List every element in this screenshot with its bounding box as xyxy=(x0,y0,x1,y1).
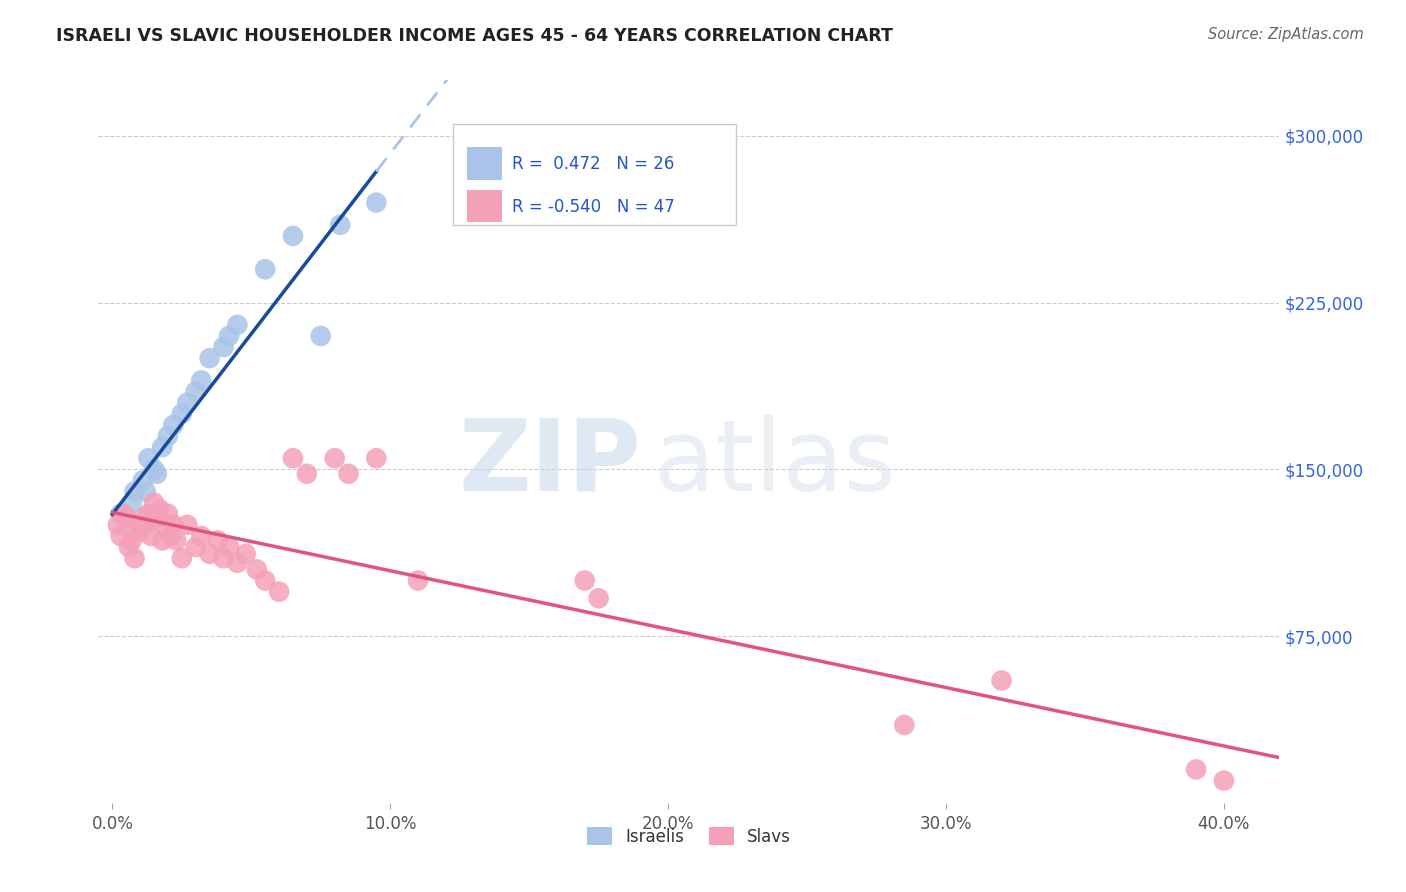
Point xyxy=(212,551,235,566)
Point xyxy=(170,551,193,566)
Point xyxy=(118,540,141,554)
Point xyxy=(165,533,187,548)
Text: R =  0.472   N = 26: R = 0.472 N = 26 xyxy=(512,155,673,173)
Point xyxy=(246,562,269,576)
Point xyxy=(146,467,169,481)
Point xyxy=(235,547,257,561)
Point xyxy=(366,451,388,466)
FancyBboxPatch shape xyxy=(467,190,502,222)
Point xyxy=(153,517,176,532)
Point xyxy=(124,551,146,566)
Point xyxy=(226,556,249,570)
Point xyxy=(170,407,193,421)
Point xyxy=(129,517,152,532)
Point xyxy=(226,318,249,332)
Point xyxy=(176,395,198,409)
Point xyxy=(132,474,155,488)
Point xyxy=(323,451,346,466)
Text: atlas: atlas xyxy=(654,415,896,512)
Text: ISRAELI VS SLAVIC HOUSEHOLDER INCOME AGES 45 - 64 YEARS CORRELATION CHART: ISRAELI VS SLAVIC HOUSEHOLDER INCOME AGE… xyxy=(56,27,893,45)
Point xyxy=(212,340,235,354)
Text: Source: ZipAtlas.com: Source: ZipAtlas.com xyxy=(1208,27,1364,42)
Text: ZIP: ZIP xyxy=(458,415,641,512)
Point xyxy=(143,462,166,476)
Point xyxy=(135,517,157,532)
Point xyxy=(198,547,221,561)
Point xyxy=(218,329,240,343)
Point xyxy=(141,529,163,543)
Point xyxy=(110,529,132,543)
Point xyxy=(198,351,221,366)
Point xyxy=(329,218,352,232)
Point xyxy=(295,467,318,481)
Point xyxy=(135,484,157,499)
Point xyxy=(162,417,184,432)
Point xyxy=(132,511,155,525)
Point xyxy=(112,507,135,521)
Point xyxy=(121,533,143,548)
Legend: Israelis, Slavs: Israelis, Slavs xyxy=(581,821,797,852)
Point xyxy=(107,517,129,532)
Point xyxy=(1212,773,1234,788)
Point xyxy=(254,574,277,588)
Point xyxy=(281,228,304,243)
Point xyxy=(337,467,360,481)
Point xyxy=(121,496,143,510)
FancyBboxPatch shape xyxy=(467,147,502,180)
Point xyxy=(176,517,198,532)
Point xyxy=(159,529,181,543)
Point xyxy=(588,591,610,606)
FancyBboxPatch shape xyxy=(453,124,737,225)
Point xyxy=(115,511,138,525)
Point xyxy=(309,329,332,343)
Point xyxy=(190,529,212,543)
Point xyxy=(156,507,179,521)
Point xyxy=(267,584,290,599)
Point xyxy=(129,524,152,539)
Point xyxy=(190,373,212,387)
Point xyxy=(893,718,915,732)
Text: R = -0.540   N = 47: R = -0.540 N = 47 xyxy=(512,197,675,216)
Point xyxy=(990,673,1012,688)
Point xyxy=(1185,763,1208,777)
Point xyxy=(184,384,207,399)
Point xyxy=(150,533,173,548)
Point xyxy=(138,451,160,466)
Point xyxy=(281,451,304,466)
Point xyxy=(254,262,277,277)
Point xyxy=(115,511,138,525)
Point xyxy=(406,574,429,588)
Point xyxy=(146,511,169,525)
Point xyxy=(156,429,179,443)
Point xyxy=(207,533,229,548)
Point xyxy=(143,496,166,510)
Point xyxy=(184,540,207,554)
Point xyxy=(366,195,388,210)
Point xyxy=(124,484,146,499)
Point xyxy=(138,507,160,521)
Point xyxy=(150,440,173,454)
Point xyxy=(148,502,170,516)
Point xyxy=(110,507,132,521)
Point xyxy=(218,540,240,554)
Point xyxy=(162,517,184,532)
Point xyxy=(574,574,596,588)
Point xyxy=(127,517,149,532)
